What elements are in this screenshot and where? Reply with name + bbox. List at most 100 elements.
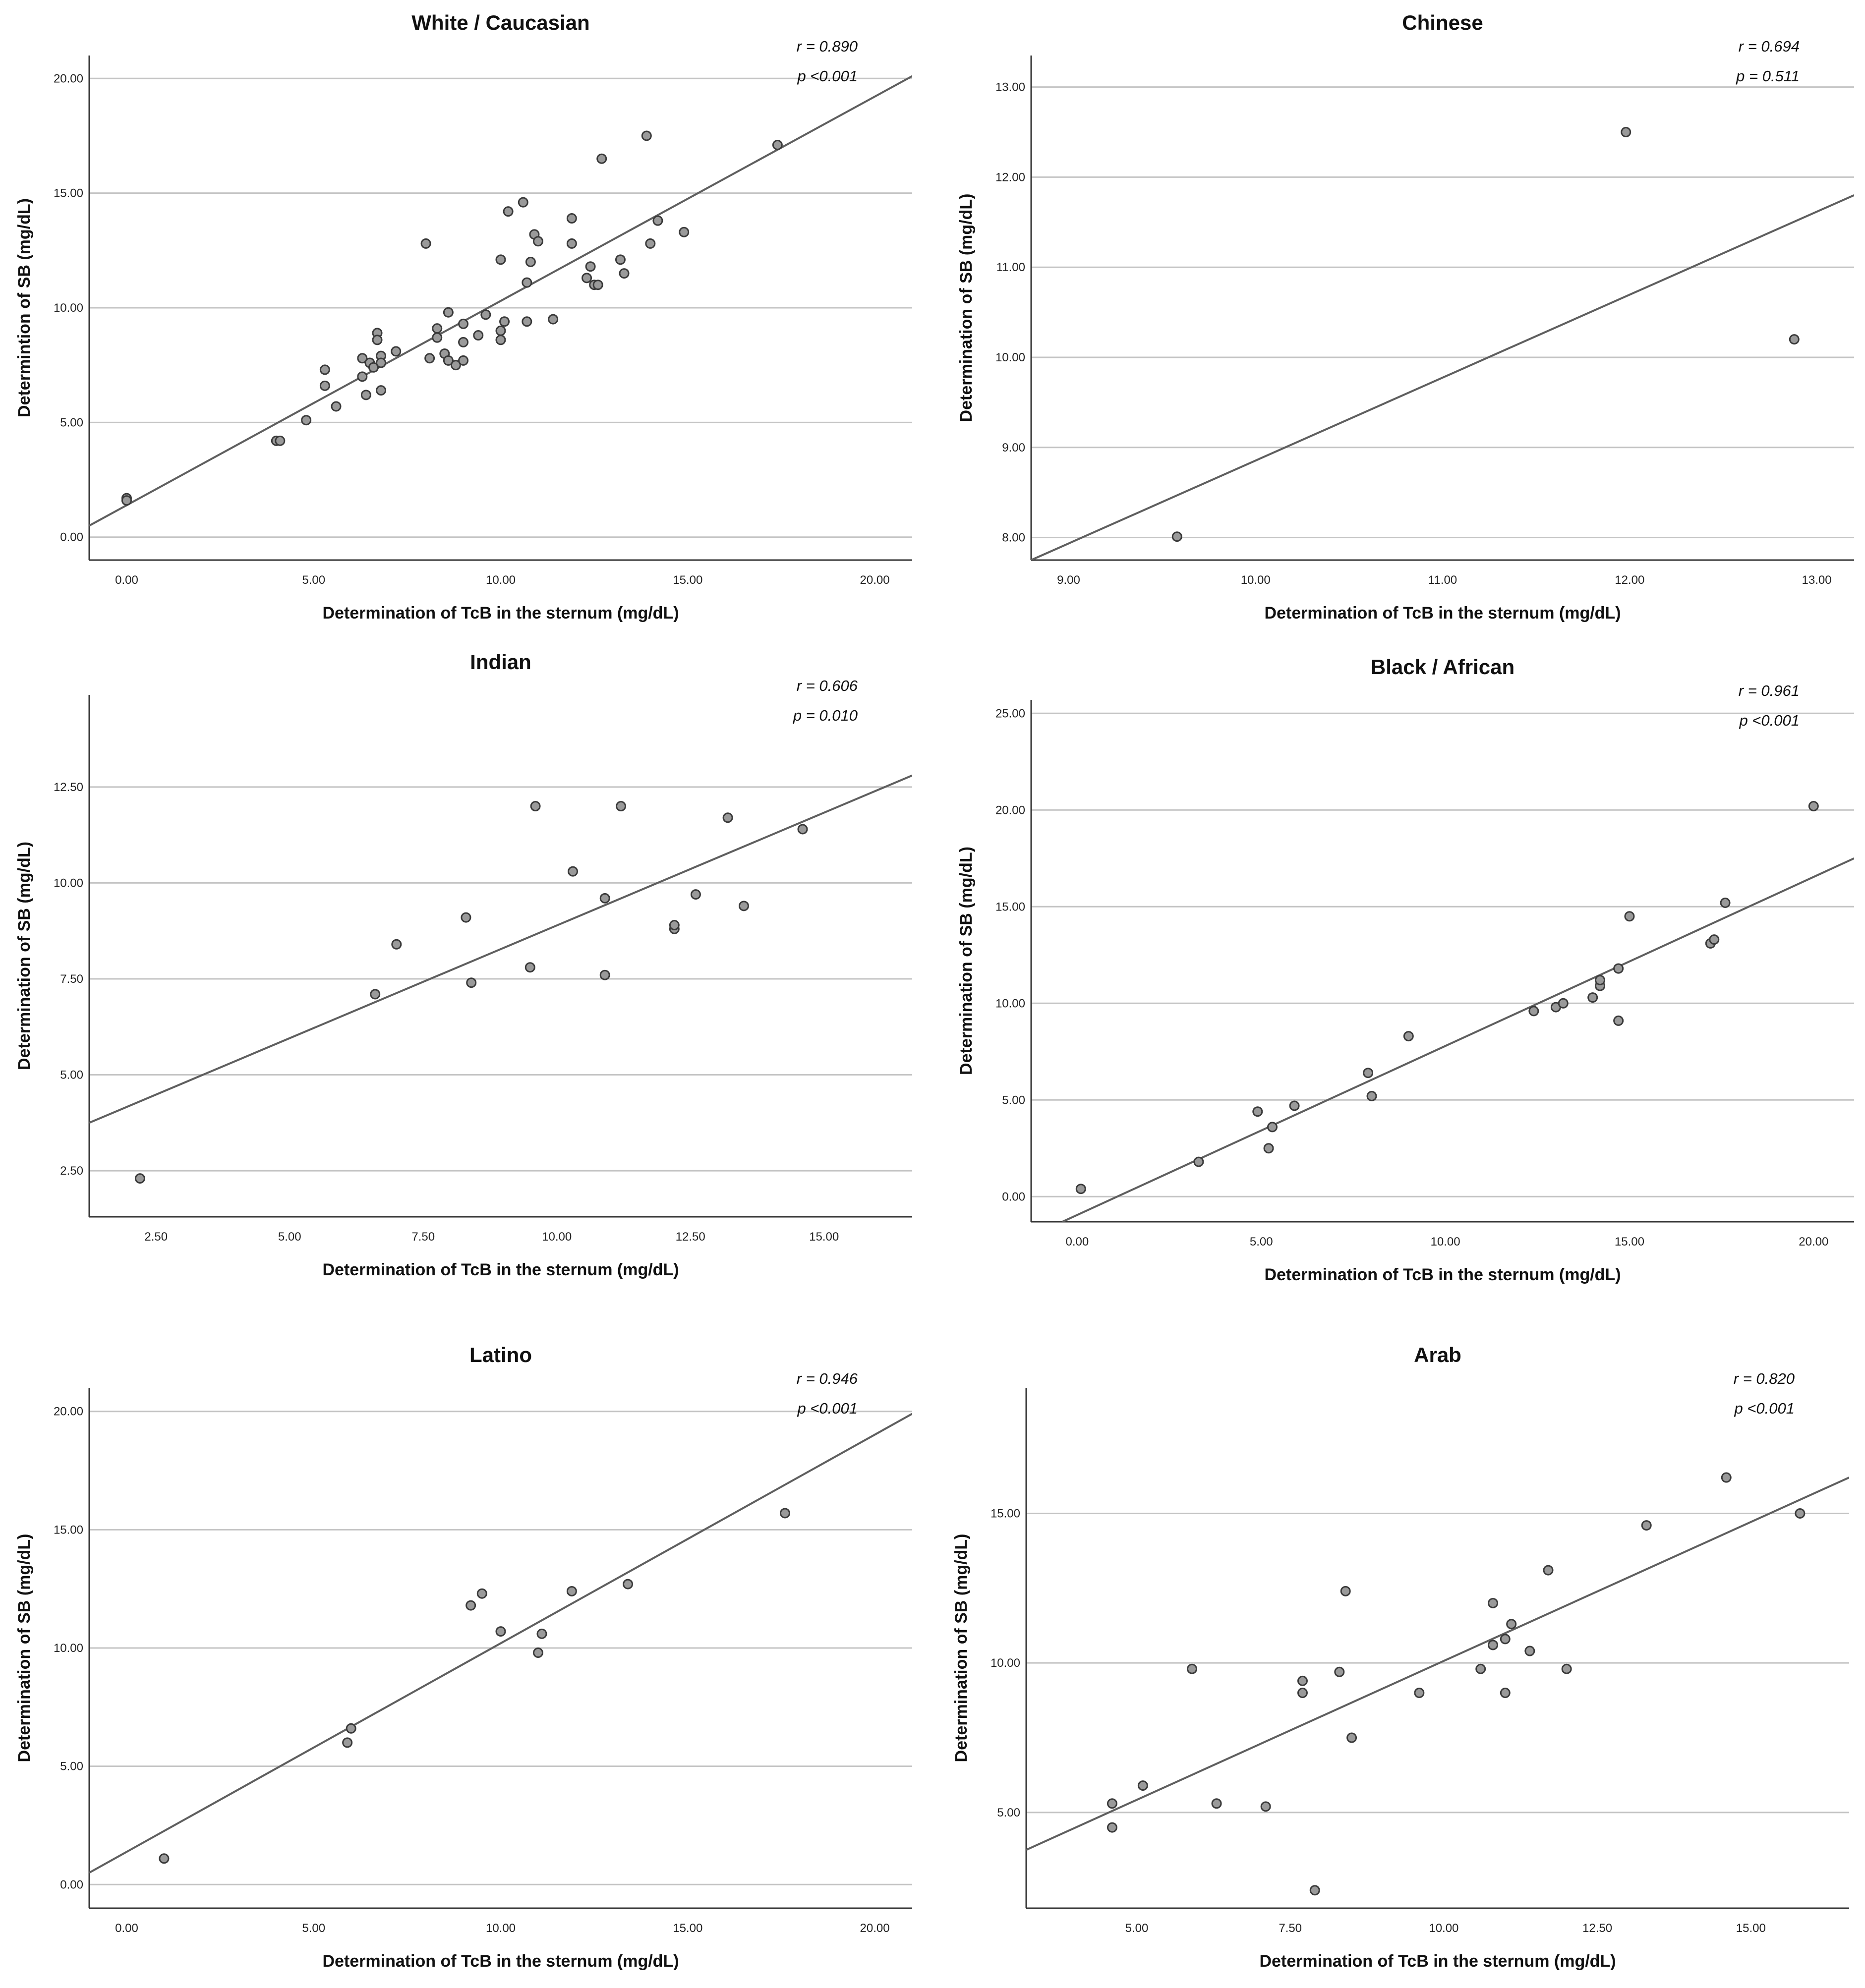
data-point bbox=[480, 309, 491, 320]
y-tick-label: 10.00 bbox=[54, 301, 83, 315]
chart-title: Black / African bbox=[1371, 655, 1515, 679]
data-point bbox=[592, 280, 603, 290]
data-point bbox=[458, 355, 469, 366]
data-point bbox=[522, 277, 532, 288]
data-point bbox=[530, 801, 541, 812]
data-point bbox=[1709, 934, 1720, 945]
y-tick-label: 12.00 bbox=[995, 170, 1025, 184]
data-point bbox=[1500, 1688, 1511, 1699]
data-point bbox=[645, 238, 656, 249]
y-tick-label: 0.00 bbox=[60, 531, 83, 544]
chart-title: White / Caucasian bbox=[411, 11, 589, 34]
y-tick-label: 10.00 bbox=[995, 351, 1025, 364]
regression-line bbox=[89, 774, 912, 1124]
chart-title: Arab bbox=[1414, 1343, 1461, 1366]
data-point bbox=[568, 866, 579, 877]
x-tick-label: 15.00 bbox=[809, 1230, 839, 1244]
chart-title: Indian bbox=[470, 650, 531, 674]
data-point bbox=[1107, 1798, 1117, 1809]
y-tick-label: 10.00 bbox=[54, 876, 83, 890]
x-tick-label: 7.50 bbox=[411, 1230, 435, 1244]
y-tick-label: 25.00 bbox=[995, 707, 1025, 720]
data-point bbox=[461, 912, 471, 923]
data-point bbox=[134, 1173, 145, 1184]
data-point bbox=[616, 801, 627, 812]
x-tick-label: 20.00 bbox=[860, 573, 890, 587]
data-point bbox=[772, 139, 783, 150]
y-tick-label: 5.00 bbox=[997, 1806, 1020, 1819]
data-point bbox=[424, 353, 435, 364]
data-point bbox=[738, 901, 749, 911]
data-point bbox=[1403, 1031, 1414, 1042]
regression-line bbox=[1031, 194, 1854, 560]
regression-line bbox=[1026, 1477, 1849, 1851]
data-point bbox=[376, 357, 387, 368]
y-tick-label: 0.00 bbox=[60, 1878, 83, 1891]
y-tick-label: 10.00 bbox=[995, 997, 1025, 1010]
x-tick-label: 15.00 bbox=[1615, 1235, 1644, 1249]
y-tick-label: 5.00 bbox=[1002, 1093, 1025, 1107]
x-tick-label: 5.00 bbox=[302, 573, 325, 587]
r-value-label: r = 0.820 bbox=[1734, 1370, 1795, 1387]
data-point bbox=[566, 238, 577, 249]
x-tick-label: 13.00 bbox=[1802, 573, 1832, 587]
data-point bbox=[443, 355, 454, 366]
data-point bbox=[1107, 1822, 1117, 1833]
data-point bbox=[1789, 334, 1800, 345]
data-point bbox=[495, 325, 506, 336]
y-tick-label: 15.00 bbox=[991, 1507, 1020, 1520]
data-point bbox=[722, 812, 733, 823]
data-point bbox=[1363, 1068, 1374, 1079]
regression-line bbox=[89, 75, 912, 527]
y-tick-label: 15.00 bbox=[54, 1523, 83, 1536]
y-tick-label: 5.00 bbox=[60, 416, 83, 429]
p-value-label: p <0.001 bbox=[1734, 1400, 1795, 1417]
data-point bbox=[473, 330, 484, 341]
data-point bbox=[121, 495, 132, 506]
data-point bbox=[458, 337, 469, 347]
y-tick-label: 20.00 bbox=[54, 72, 83, 85]
data-point bbox=[319, 380, 330, 391]
data-point bbox=[372, 335, 383, 345]
data-point bbox=[391, 346, 402, 357]
x-tick-label: 0.00 bbox=[115, 1922, 138, 1935]
data-point bbox=[1500, 1634, 1511, 1645]
data-point bbox=[548, 314, 559, 325]
chart-panel-3: 2.50 5.00 7.50 10.00 12.50 2.50 5.00 7.50 10.00 1… bbox=[15, 650, 912, 1279]
data-point bbox=[1524, 1646, 1535, 1656]
x-tick-label: 15.00 bbox=[673, 1922, 702, 1935]
data-point bbox=[669, 920, 680, 931]
x-tick-label: 2.50 bbox=[144, 1230, 168, 1244]
r-value-label: r = 0.961 bbox=[1739, 682, 1800, 699]
regression-line bbox=[1062, 857, 1854, 1222]
chart-title: Chinese bbox=[1402, 11, 1483, 34]
data-point bbox=[1528, 1006, 1539, 1017]
data-point bbox=[652, 215, 663, 226]
p-value-label: p <0.001 bbox=[1739, 712, 1800, 729]
chart-panel-4: 0.00 5.00 10.00 15.00 20.00 25.00 0.00 5.00 10.0… bbox=[957, 655, 1854, 1284]
r-value-label: r = 0.946 bbox=[797, 1370, 858, 1387]
chart-title: Latino bbox=[469, 1343, 532, 1366]
data-point bbox=[1487, 1597, 1498, 1608]
data-point bbox=[301, 415, 312, 426]
data-point bbox=[1595, 975, 1606, 985]
chart-panel-6: 5.00 10.00 15.00 5.00 7.50 10.00 12.50 15.00 Ara… bbox=[952, 1343, 1849, 1971]
data-point bbox=[1558, 998, 1569, 1009]
y-axis-label: Determination of SB (mg/dL) bbox=[952, 1534, 971, 1762]
data-point bbox=[368, 362, 379, 373]
data-point bbox=[1721, 1472, 1732, 1483]
y-axis-label: Determintion of SB (mg/dL) bbox=[15, 198, 34, 417]
data-point bbox=[1795, 1508, 1806, 1519]
y-tick-label: 7.50 bbox=[60, 972, 83, 986]
x-axis-label: Determination of TcB in the sternum (mg/… bbox=[1264, 1265, 1621, 1284]
data-point bbox=[1075, 1184, 1086, 1194]
data-point bbox=[360, 390, 371, 400]
data-point bbox=[476, 1588, 487, 1599]
x-axis-label: Determination of TcB in the sternum (mg/… bbox=[322, 604, 679, 623]
data-point bbox=[1624, 911, 1635, 922]
data-point bbox=[342, 1737, 353, 1748]
data-point bbox=[1366, 1091, 1377, 1101]
data-point bbox=[582, 273, 592, 284]
data-point bbox=[331, 401, 342, 412]
x-tick-label: 12.50 bbox=[1582, 1922, 1612, 1935]
